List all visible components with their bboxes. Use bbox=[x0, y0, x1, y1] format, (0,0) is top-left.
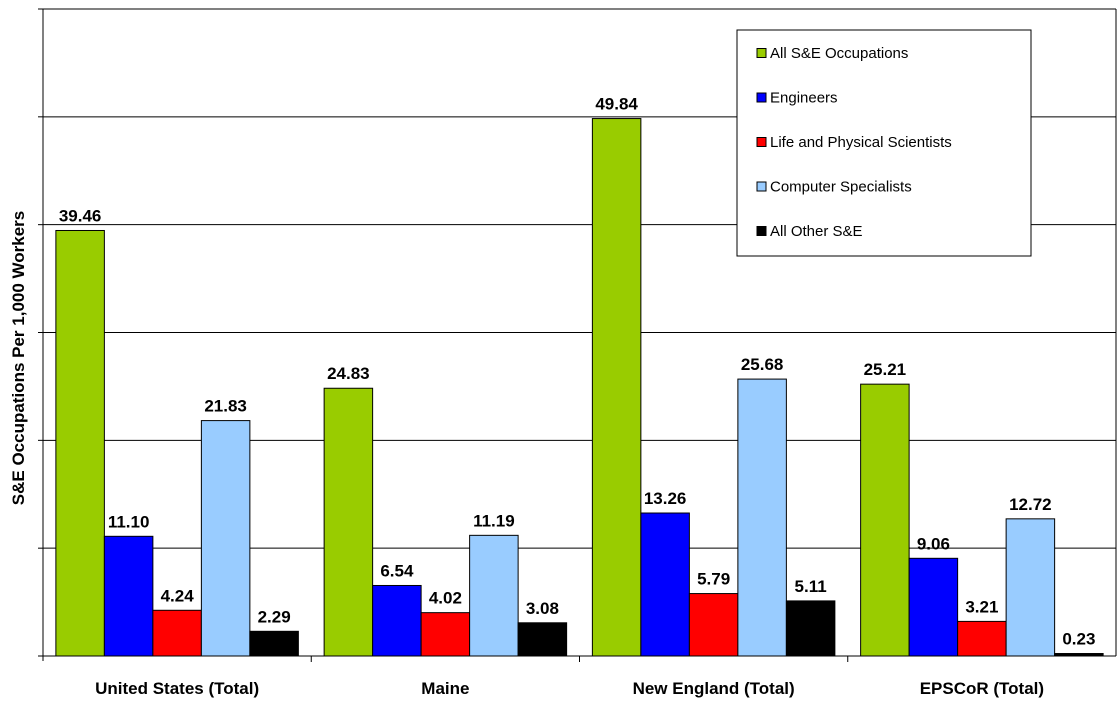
data-label: 9.06 bbox=[917, 534, 950, 553]
category-label: Maine bbox=[421, 679, 469, 698]
bar bbox=[200, 420, 251, 657]
bar bbox=[103, 535, 154, 657]
data-label: 11.19 bbox=[473, 511, 515, 530]
data-labels: 39.46 24.83 49.84 25.21 11.10 6.54 13.26 9.06 4.… bbox=[59, 95, 1096, 649]
category-label: United States (Total) bbox=[95, 679, 259, 698]
bar bbox=[688, 593, 739, 657]
category-label: EPSCoR (Total) bbox=[920, 679, 1044, 698]
data-label: 3.21 bbox=[965, 597, 998, 616]
bar bbox=[908, 557, 959, 657]
bar bbox=[55, 229, 105, 657]
legend-label: Engineers bbox=[770, 90, 838, 107]
data-label: 25.21 bbox=[864, 360, 907, 379]
data-label: 39.46 bbox=[59, 206, 102, 225]
legend-label: All Other S&E bbox=[770, 223, 863, 240]
legend-swatch bbox=[756, 181, 767, 192]
legend: All S&E Occupations Engineers Life and Phy… bbox=[736, 29, 1032, 257]
legend-label: Life and Physical Scientists bbox=[770, 134, 952, 151]
y-axis-label: S&E Occupations Per 1,000 Workers bbox=[9, 211, 28, 505]
data-label: 11.10 bbox=[108, 512, 150, 531]
bar bbox=[372, 584, 422, 657]
bar bbox=[640, 512, 690, 657]
data-label: 21.83 bbox=[204, 397, 247, 416]
category-label: New England (Total) bbox=[633, 679, 795, 698]
data-label: 25.68 bbox=[741, 355, 784, 374]
bar bbox=[420, 612, 471, 657]
data-label: 4.24 bbox=[161, 586, 195, 605]
axes bbox=[38, 8, 1117, 662]
data-label: 4.02 bbox=[429, 589, 462, 608]
legend-swatch bbox=[756, 92, 767, 103]
legend-swatch bbox=[756, 48, 767, 58]
bar bbox=[517, 622, 568, 657]
bar bbox=[1005, 518, 1056, 657]
data-label: 3.08 bbox=[526, 599, 559, 618]
bar bbox=[249, 630, 299, 657]
data-label: 24.83 bbox=[327, 364, 370, 383]
legend-box bbox=[736, 29, 1032, 257]
data-label: 12.72 bbox=[1009, 495, 1052, 514]
bars bbox=[55, 118, 1104, 657]
data-label: 6.54 bbox=[380, 561, 414, 580]
data-label: 13.26 bbox=[644, 489, 687, 508]
category-labels: United States (Total) Maine New England (T… bbox=[95, 679, 1044, 698]
data-label: 49.84 bbox=[595, 95, 638, 114]
bar bbox=[152, 609, 202, 657]
bar bbox=[785, 600, 836, 657]
legend-swatch bbox=[756, 137, 767, 147]
legend-label: All S&E Occupations bbox=[770, 45, 908, 62]
bar bbox=[591, 118, 642, 657]
legend-swatch bbox=[756, 226, 767, 236]
bar bbox=[323, 387, 374, 657]
data-label: 5.79 bbox=[697, 570, 730, 589]
bar bbox=[737, 378, 787, 657]
data-label: 0.23 bbox=[1062, 630, 1095, 649]
bar bbox=[860, 383, 910, 657]
data-label: 5.11 bbox=[795, 577, 827, 596]
bar bbox=[469, 534, 519, 657]
data-label: 2.29 bbox=[258, 607, 291, 626]
bar bbox=[957, 620, 1007, 657]
legend-label: Computer Specialists bbox=[770, 179, 912, 196]
